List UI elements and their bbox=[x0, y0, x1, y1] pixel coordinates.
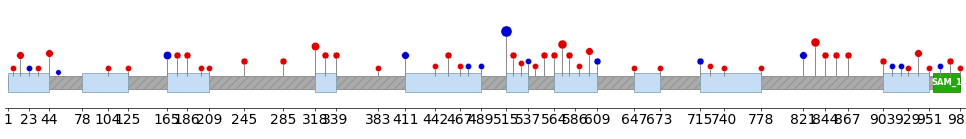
Bar bbox=[82, 73, 128, 92]
Point bbox=[536, 54, 552, 56]
Point bbox=[546, 54, 561, 56]
Point bbox=[513, 62, 528, 65]
Point bbox=[520, 60, 535, 62]
Point bbox=[753, 67, 769, 69]
Point bbox=[237, 60, 252, 62]
Bar bbox=[8, 76, 960, 89]
Point bbox=[652, 67, 668, 69]
Point bbox=[952, 67, 966, 69]
Point bbox=[452, 64, 468, 67]
Point bbox=[42, 52, 57, 54]
Point bbox=[693, 60, 708, 62]
Point bbox=[159, 54, 175, 56]
Point bbox=[900, 67, 916, 69]
Bar bbox=[554, 73, 597, 92]
Point bbox=[30, 67, 45, 69]
Point bbox=[50, 71, 66, 73]
Bar bbox=[406, 73, 481, 92]
Point bbox=[13, 54, 28, 56]
Bar bbox=[933, 73, 960, 92]
Point bbox=[942, 60, 957, 62]
Bar bbox=[315, 73, 335, 92]
Point bbox=[589, 60, 605, 62]
Point bbox=[498, 30, 514, 33]
Point bbox=[527, 64, 543, 67]
Point bbox=[398, 54, 413, 56]
Point bbox=[440, 54, 456, 56]
Point bbox=[554, 43, 569, 45]
Point bbox=[121, 67, 136, 69]
Point bbox=[885, 64, 900, 67]
Bar bbox=[506, 73, 527, 92]
Point bbox=[428, 64, 443, 67]
Point bbox=[932, 64, 948, 67]
Point bbox=[911, 52, 926, 54]
Point bbox=[702, 64, 718, 67]
Point bbox=[627, 67, 642, 69]
Point bbox=[307, 45, 323, 47]
Point bbox=[327, 54, 343, 56]
Point bbox=[922, 67, 937, 69]
Bar bbox=[700, 73, 761, 92]
Bar bbox=[8, 73, 49, 92]
Point bbox=[875, 60, 891, 62]
Point bbox=[275, 60, 291, 62]
Point bbox=[317, 54, 332, 56]
Bar bbox=[167, 73, 210, 92]
Point bbox=[828, 54, 843, 56]
Point bbox=[371, 67, 386, 69]
Point bbox=[817, 54, 833, 56]
Point bbox=[5, 67, 20, 69]
Point bbox=[894, 64, 909, 67]
Point bbox=[202, 67, 217, 69]
Bar bbox=[8, 76, 960, 89]
Point bbox=[21, 67, 37, 69]
Point bbox=[461, 64, 476, 67]
Point bbox=[795, 54, 810, 56]
Point bbox=[180, 54, 195, 56]
Point bbox=[473, 64, 489, 67]
Point bbox=[571, 64, 586, 67]
Point bbox=[581, 49, 596, 52]
Point bbox=[840, 54, 856, 56]
Point bbox=[561, 54, 577, 56]
Text: SAM_1: SAM_1 bbox=[931, 78, 962, 87]
Point bbox=[717, 67, 732, 69]
Point bbox=[505, 54, 521, 56]
Bar bbox=[883, 73, 929, 92]
Point bbox=[193, 67, 209, 69]
Point bbox=[99, 67, 115, 69]
Point bbox=[169, 54, 185, 56]
Point bbox=[807, 41, 822, 43]
Bar bbox=[635, 73, 660, 92]
